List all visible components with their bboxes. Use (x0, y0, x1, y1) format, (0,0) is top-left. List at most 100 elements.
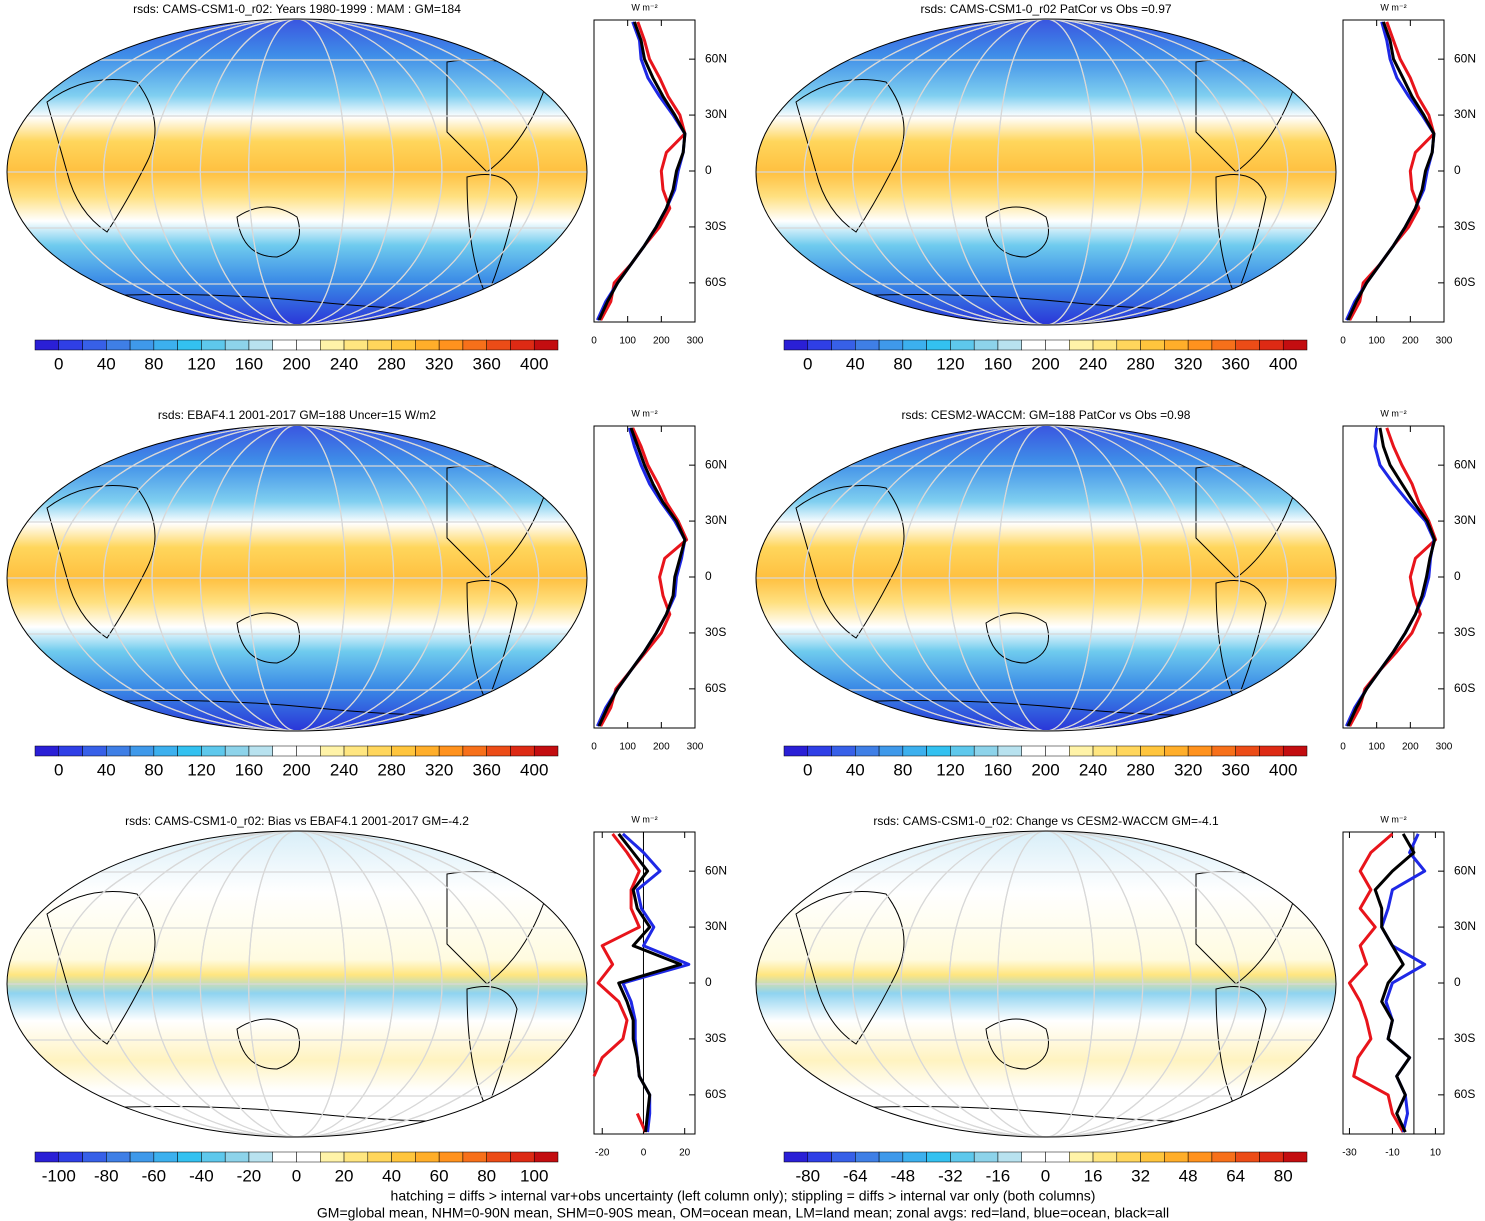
y-tick-label: 30S (1454, 1031, 1475, 1045)
colorbar-label: 40 (382, 1166, 401, 1185)
colorbar-box (807, 339, 832, 351)
colorbar-box (462, 1151, 487, 1163)
colorbar-box (462, 339, 487, 351)
y-tick-label: 60S (705, 275, 726, 289)
x-tick-label: 0 (1340, 336, 1346, 347)
colorbar-box (926, 1151, 951, 1163)
colorbar-box (1259, 745, 1284, 757)
colorbar-label: 40 (97, 760, 116, 779)
colorbar-label: 240 (1079, 354, 1107, 373)
y-tick-label: 30S (705, 625, 726, 639)
x-tick-label: 300 (1436, 742, 1453, 753)
y-tick-label: 60N (1454, 863, 1476, 877)
zonal-line (1345, 21, 1436, 321)
y-tick-label: 30N (705, 919, 727, 933)
colorbar-label: 0 (803, 354, 812, 373)
colorbar-label: 160 (984, 354, 1012, 373)
colorbar-box (807, 1151, 832, 1163)
colorbar-box (272, 1151, 297, 1163)
x-tick-label: 100 (619, 742, 636, 753)
map (7, 425, 587, 731)
colorbar-box (1021, 339, 1046, 351)
colorbar-box (438, 339, 464, 351)
zonal-line (597, 21, 687, 321)
coastline (236, 612, 300, 664)
x-tick-label: 200 (1402, 742, 1419, 753)
y-tick-label: 60N (705, 863, 727, 877)
colorbar-box (320, 339, 345, 351)
x-tick-label: 200 (1402, 336, 1419, 347)
colorbar-box (973, 745, 999, 757)
colorbar-box (1259, 339, 1284, 351)
colorbar-box (783, 339, 809, 351)
colorbar-box (367, 1151, 392, 1163)
colorbar-box (1092, 745, 1118, 757)
x-tick-label: 0 (591, 742, 597, 753)
x-tick-label: -20 (595, 1148, 610, 1159)
colorbar-label: 32 (1131, 1166, 1150, 1185)
colorbar-box (1069, 1151, 1094, 1163)
colorbar-box (34, 1151, 60, 1163)
x-tick-label: 20 (679, 1148, 691, 1159)
y-tick-label: 0 (705, 569, 712, 583)
colorbar-box (1116, 339, 1141, 351)
map (7, 831, 587, 1137)
coastline (466, 174, 518, 299)
y-tick-label: 60N (705, 457, 727, 471)
colorbar-label: 0 (292, 1166, 301, 1185)
colorbar-label: 120 (936, 354, 964, 373)
y-tick-label: 0 (1454, 569, 1461, 583)
colorbar-box (129, 339, 155, 351)
colorbar-box (34, 745, 60, 757)
coastline (46, 79, 156, 233)
colorbar-label: 200 (1031, 354, 1059, 373)
colorbar-box (950, 1151, 975, 1163)
coastline (46, 891, 156, 1045)
colorbar-box (973, 339, 999, 351)
zonal-unit: W m⁻² (631, 2, 657, 12)
colorbar-label: 16 (1084, 1166, 1103, 1185)
colorbar-box (997, 1151, 1022, 1163)
y-tick-label: 30N (1454, 513, 1476, 527)
map-border (6, 830, 588, 1138)
zonal-line (1348, 427, 1438, 727)
colorbar-box (153, 745, 178, 757)
y-tick-label: 60S (705, 681, 726, 695)
zonal-line (621, 832, 691, 1133)
colorbar-box (950, 745, 975, 757)
colorbar-box (1116, 1151, 1141, 1163)
colorbar-box (510, 339, 535, 351)
colorbar-box (343, 745, 369, 757)
coastline (1215, 580, 1267, 705)
zonal-line (596, 427, 687, 727)
map-border (6, 18, 588, 326)
zonal-line (597, 427, 687, 727)
colorbar-box (391, 745, 416, 757)
colorbar-box (1282, 339, 1308, 351)
colorbar-label: 160 (984, 760, 1012, 779)
colorbar-box (296, 1151, 321, 1163)
colorbar-box (391, 1151, 416, 1163)
x-tick-label: 200 (653, 742, 670, 753)
colorbar-box (320, 745, 345, 757)
colorbar-label: 280 (377, 760, 405, 779)
colorbar-box (533, 1151, 559, 1163)
panel-title: rsds: CAMS-CSM1-0_r02: Bias vs EBAF4.1 2… (125, 814, 469, 828)
colorbar-box (1282, 1151, 1308, 1163)
y-tick-label: 0 (1454, 975, 1461, 989)
colorbar-box (783, 1151, 809, 1163)
colorbar-box (1140, 339, 1165, 351)
colorbar-box (1021, 1151, 1046, 1163)
colorbar-box (1211, 1151, 1236, 1163)
coastline (46, 485, 156, 639)
zonal-line (1346, 427, 1437, 727)
x-tick-label: 100 (619, 336, 636, 347)
colorbar-box (1211, 745, 1236, 757)
colorbar-box (902, 339, 927, 351)
colorbar-box (177, 745, 202, 757)
colorbar-box (296, 745, 321, 757)
colorbar-box (153, 339, 178, 351)
colorbar-box (1140, 745, 1165, 757)
coastline (985, 206, 1049, 258)
y-tick-label: 30N (705, 513, 727, 527)
